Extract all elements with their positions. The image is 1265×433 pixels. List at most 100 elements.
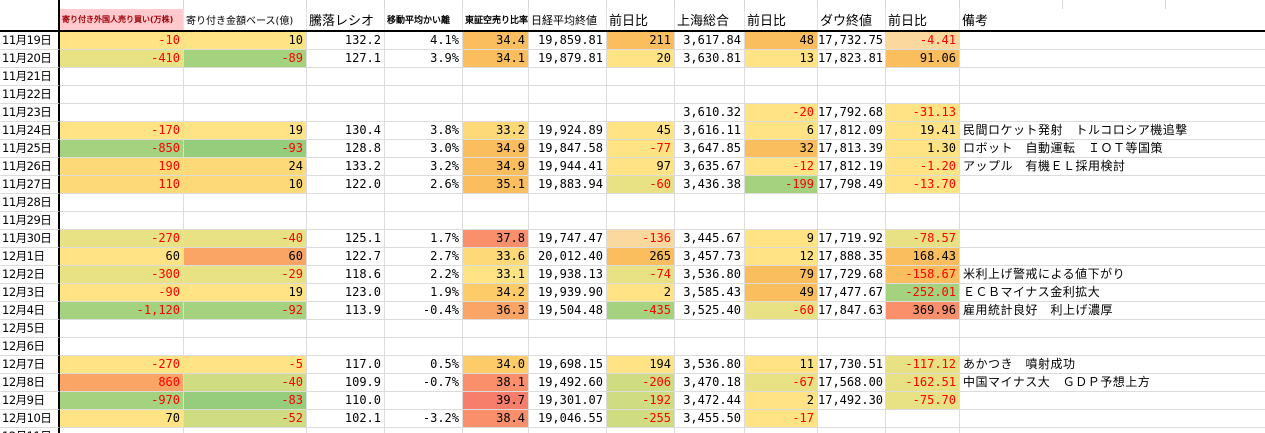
date-cell[interactable]: 11月28日 [0, 194, 60, 212]
value-cell[interactable]: 122.7 [307, 248, 385, 266]
value-cell[interactable]: 1.9% [385, 284, 463, 302]
value-cell[interactable]: -13.70 [886, 176, 960, 194]
value-cell[interactable]: -410 [60, 50, 184, 68]
value-cell[interactable]: -12 [745, 158, 818, 176]
date-cell[interactable]: 12月10日 [0, 410, 60, 428]
date-cell[interactable]: 11月19日 [0, 32, 60, 50]
value-cell[interactable]: 37.8 [463, 230, 529, 248]
value-cell[interactable]: -199 [745, 176, 818, 194]
value-cell[interactable] [60, 212, 184, 230]
value-cell[interactable] [675, 194, 745, 212]
col-header-2[interactable]: 寄り付き金額ベース(億) [184, 9, 307, 30]
remark-cell[interactable] [960, 50, 1265, 68]
col-header-9[interactable]: 前日比 [745, 9, 818, 30]
value-cell[interactable]: -1.20 [886, 158, 960, 176]
value-cell[interactable]: 3,457.73 [675, 248, 745, 266]
value-cell[interactable]: -92 [184, 302, 307, 320]
value-cell[interactable]: 97 [607, 158, 675, 176]
value-cell[interactable]: 10 [184, 32, 307, 50]
value-cell[interactable] [818, 338, 886, 356]
value-cell[interactable] [307, 104, 385, 122]
value-cell[interactable] [886, 212, 960, 230]
value-cell[interactable] [607, 104, 675, 122]
date-cell[interactable]: 12月1日 [0, 248, 60, 266]
value-cell[interactable]: -40 [184, 230, 307, 248]
value-cell[interactable]: 17,847.63 [818, 302, 886, 320]
value-cell[interactable]: 211 [607, 32, 675, 50]
value-cell[interactable]: 32 [745, 140, 818, 158]
value-cell[interactable]: 17,792.68 [818, 104, 886, 122]
value-cell[interactable] [745, 68, 818, 86]
date-cell[interactable]: 11月25日 [0, 140, 60, 158]
value-cell[interactable]: 48 [745, 32, 818, 50]
col-header-6[interactable]: 日経平均終値 [529, 9, 607, 30]
value-cell[interactable] [886, 410, 960, 428]
date-cell[interactable]: 11月29日 [0, 212, 60, 230]
value-cell[interactable]: 11 [745, 356, 818, 374]
date-cell[interactable]: 12月8日 [0, 374, 60, 392]
value-cell[interactable]: 17,719.92 [818, 230, 886, 248]
value-cell[interactable]: 130.4 [307, 122, 385, 140]
col-header-11[interactable]: 前日比 [886, 9, 960, 30]
value-cell[interactable]: 6 [745, 122, 818, 140]
value-cell[interactable]: -1,120 [60, 302, 184, 320]
value-cell[interactable] [607, 428, 675, 433]
value-cell[interactable] [745, 194, 818, 212]
value-cell[interactable]: 34.2 [463, 284, 529, 302]
value-cell[interactable]: 33.6 [463, 248, 529, 266]
remark-cell[interactable]: 中国マイナス大 ＧＤＰ予想上方 [960, 374, 1265, 392]
value-cell[interactable]: -83 [184, 392, 307, 410]
value-cell[interactable]: 19,504.48 [529, 302, 607, 320]
date-cell[interactable]: 11月27日 [0, 176, 60, 194]
value-cell[interactable]: 36.3 [463, 302, 529, 320]
value-cell[interactable] [307, 428, 385, 433]
value-cell[interactable] [307, 320, 385, 338]
value-cell[interactable]: 3,617.84 [675, 32, 745, 50]
value-cell[interactable] [60, 428, 184, 433]
remark-cell[interactable]: アップル 有機ＥＬ採用検討 [960, 158, 1265, 176]
date-cell[interactable]: 11月21日 [0, 68, 60, 86]
value-cell[interactable] [886, 68, 960, 86]
value-cell[interactable]: 45 [607, 122, 675, 140]
value-cell[interactable] [886, 194, 960, 212]
value-cell[interactable]: 49 [745, 284, 818, 302]
value-cell[interactable]: 127.1 [307, 50, 385, 68]
value-cell[interactable] [60, 194, 184, 212]
value-cell[interactable]: -10 [60, 32, 184, 50]
value-cell[interactable]: 265 [607, 248, 675, 266]
value-cell[interactable] [745, 338, 818, 356]
value-cell[interactable]: 3.0% [385, 140, 463, 158]
date-cell[interactable]: 11月20日 [0, 50, 60, 68]
value-cell[interactable] [607, 194, 675, 212]
value-cell[interactable]: 1.7% [385, 230, 463, 248]
value-cell[interactable]: 132.2 [307, 32, 385, 50]
col-header-8[interactable]: 上海総合 [675, 9, 745, 30]
value-cell[interactable]: 12 [745, 248, 818, 266]
value-cell[interactable] [307, 212, 385, 230]
value-cell[interactable]: -255 [607, 410, 675, 428]
value-cell[interactable]: 117.0 [307, 356, 385, 374]
value-cell[interactable]: -0.4% [385, 302, 463, 320]
value-cell[interactable]: 102.1 [307, 410, 385, 428]
value-cell[interactable]: 17,812.09 [818, 122, 886, 140]
value-cell[interactable] [745, 320, 818, 338]
value-cell[interactable]: 3,616.11 [675, 122, 745, 140]
value-cell[interactable]: 19,698.15 [529, 356, 607, 374]
value-cell[interactable] [307, 194, 385, 212]
value-cell[interactable]: 34.0 [463, 356, 529, 374]
value-cell[interactable] [607, 338, 675, 356]
value-cell[interactable] [60, 86, 184, 104]
remark-cell[interactable] [960, 230, 1265, 248]
value-cell[interactable] [463, 320, 529, 338]
value-cell[interactable]: 113.9 [307, 302, 385, 320]
value-cell[interactable]: 369.96 [886, 302, 960, 320]
value-cell[interactable]: 123.0 [307, 284, 385, 302]
remark-cell[interactable] [960, 176, 1265, 194]
remark-cell[interactable]: 米利上げ警戒による値下がり [960, 266, 1265, 284]
col-header-4[interactable]: 移動平均かい離 [385, 9, 463, 30]
value-cell[interactable] [745, 212, 818, 230]
value-cell[interactable]: -67 [745, 374, 818, 392]
value-cell[interactable] [463, 338, 529, 356]
value-cell[interactable]: -300 [60, 266, 184, 284]
value-cell[interactable]: 3,470.18 [675, 374, 745, 392]
